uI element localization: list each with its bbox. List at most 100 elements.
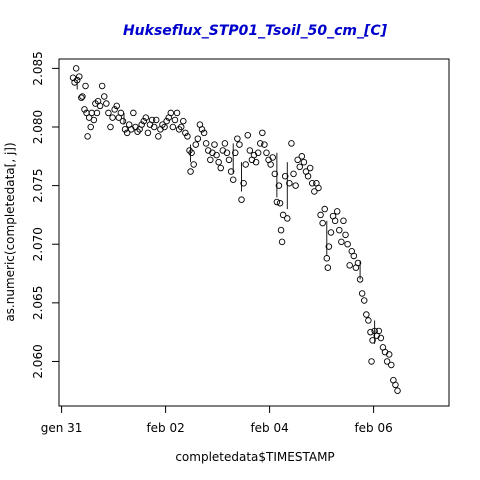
data-point-58 — [180, 117, 187, 125]
data-point-50 — [163, 117, 170, 125]
data-point-99 — [263, 149, 270, 157]
data-point-21 — [103, 100, 110, 107]
data-point-101 — [267, 161, 274, 168]
data-point-59 — [182, 129, 189, 137]
data-point-84 — [232, 149, 239, 157]
data-point-149 — [360, 297, 368, 304]
x-tick-label-3: feb 06 — [354, 421, 392, 435]
data-point-12 — [87, 123, 94, 131]
data-point-23 — [107, 123, 114, 131]
data-point-30 — [121, 126, 129, 133]
data-point-44 — [150, 123, 158, 131]
data-point-3 — [73, 76, 81, 84]
data-point-57 — [177, 123, 185, 131]
data-point-74 — [211, 141, 218, 148]
data-point-60 — [184, 133, 191, 140]
data-point-97 — [259, 129, 266, 137]
data-point-91 — [246, 147, 254, 154]
data-point-131 — [324, 264, 332, 271]
y-tick-label-3: 2.075 — [31, 168, 45, 202]
data-point-90 — [244, 131, 252, 139]
data-point-86 — [236, 141, 243, 148]
data-point-111 — [284, 215, 291, 222]
data-point-151 — [365, 317, 372, 324]
data-point-45 — [152, 116, 160, 124]
y-tick-label-5: 2.085 — [31, 51, 45, 85]
data-point-28 — [117, 109, 125, 117]
data-point-127 — [317, 211, 324, 219]
data-point-115 — [292, 182, 299, 189]
data-point-43 — [148, 116, 156, 124]
data-point-16 — [93, 109, 101, 117]
plot-frame — [58, 58, 450, 407]
data-point-144 — [350, 252, 358, 260]
data-point-49 — [161, 123, 168, 131]
data-point-123 — [308, 180, 316, 187]
data-point-110 — [281, 172, 289, 180]
data-point-38 — [138, 121, 145, 128]
y-axis-label: as.numeric(completedata[, j]) — [3, 142, 17, 321]
data-point-158 — [377, 334, 385, 342]
data-point-163 — [388, 361, 395, 369]
data-point-150 — [363, 311, 370, 318]
data-point-70 — [202, 140, 210, 147]
data-point-14 — [90, 116, 98, 124]
x-tick-label-2: feb 04 — [250, 421, 288, 435]
data-point-128 — [319, 219, 326, 227]
data-point-96 — [256, 140, 264, 147]
data-point-2 — [72, 65, 80, 72]
data-point-106 — [276, 199, 284, 207]
data-point-146 — [354, 259, 362, 267]
data-point-138 — [338, 238, 345, 246]
y-tick-label-2: 2.070 — [31, 227, 45, 261]
data-point-136 — [333, 208, 341, 215]
data-point-139 — [340, 217, 347, 225]
data-point-118 — [298, 153, 306, 160]
data-point-66 — [194, 135, 202, 142]
data-point-114 — [290, 170, 297, 178]
data-point-55 — [173, 109, 181, 117]
data-point-94 — [252, 158, 260, 166]
data-point-161 — [383, 358, 391, 365]
data-point-162 — [385, 351, 393, 358]
data-point-133 — [327, 229, 335, 236]
data-point-20 — [100, 93, 108, 100]
data-point-88 — [240, 180, 247, 187]
data-point-31 — [123, 129, 131, 137]
data-point-165 — [392, 381, 399, 389]
data-point-85 — [234, 135, 241, 142]
data-points — [69, 65, 401, 395]
data-point-135 — [331, 217, 339, 225]
data-point-121 — [304, 172, 312, 180]
data-point-95 — [254, 149, 262, 157]
data-point-119 — [300, 158, 308, 166]
data-point-69 — [200, 129, 208, 137]
data-point-6 — [79, 93, 86, 100]
data-point-140 — [342, 231, 349, 239]
data-point-102 — [269, 154, 276, 161]
x-tick-label-0: gen 31 — [41, 421, 83, 435]
data-point-19 — [98, 82, 106, 90]
data-point-132 — [325, 243, 333, 250]
data-point-64 — [190, 161, 197, 168]
y-tick-label-1: 2.065 — [31, 286, 45, 320]
data-point-137 — [336, 226, 343, 234]
data-point-18 — [96, 102, 104, 110]
x-axis-label: completedata$TIMESTAMP — [175, 450, 334, 464]
data-point-109 — [279, 211, 287, 219]
data-point-34 — [130, 109, 137, 117]
data-point-152 — [367, 328, 374, 336]
data-point-108 — [278, 238, 286, 246]
data-point-147 — [356, 276, 364, 283]
data-point-54 — [171, 116, 179, 124]
data-point-79 — [221, 140, 229, 147]
data-point-116 — [294, 156, 301, 164]
data-point-103 — [271, 170, 279, 178]
data-point-22 — [105, 109, 112, 117]
data-point-63 — [188, 149, 195, 157]
data-point-148 — [358, 290, 366, 297]
data-point-166 — [394, 387, 401, 395]
data-point-98 — [261, 141, 268, 148]
data-point-87 — [238, 196, 245, 203]
data-point-113 — [288, 140, 295, 147]
